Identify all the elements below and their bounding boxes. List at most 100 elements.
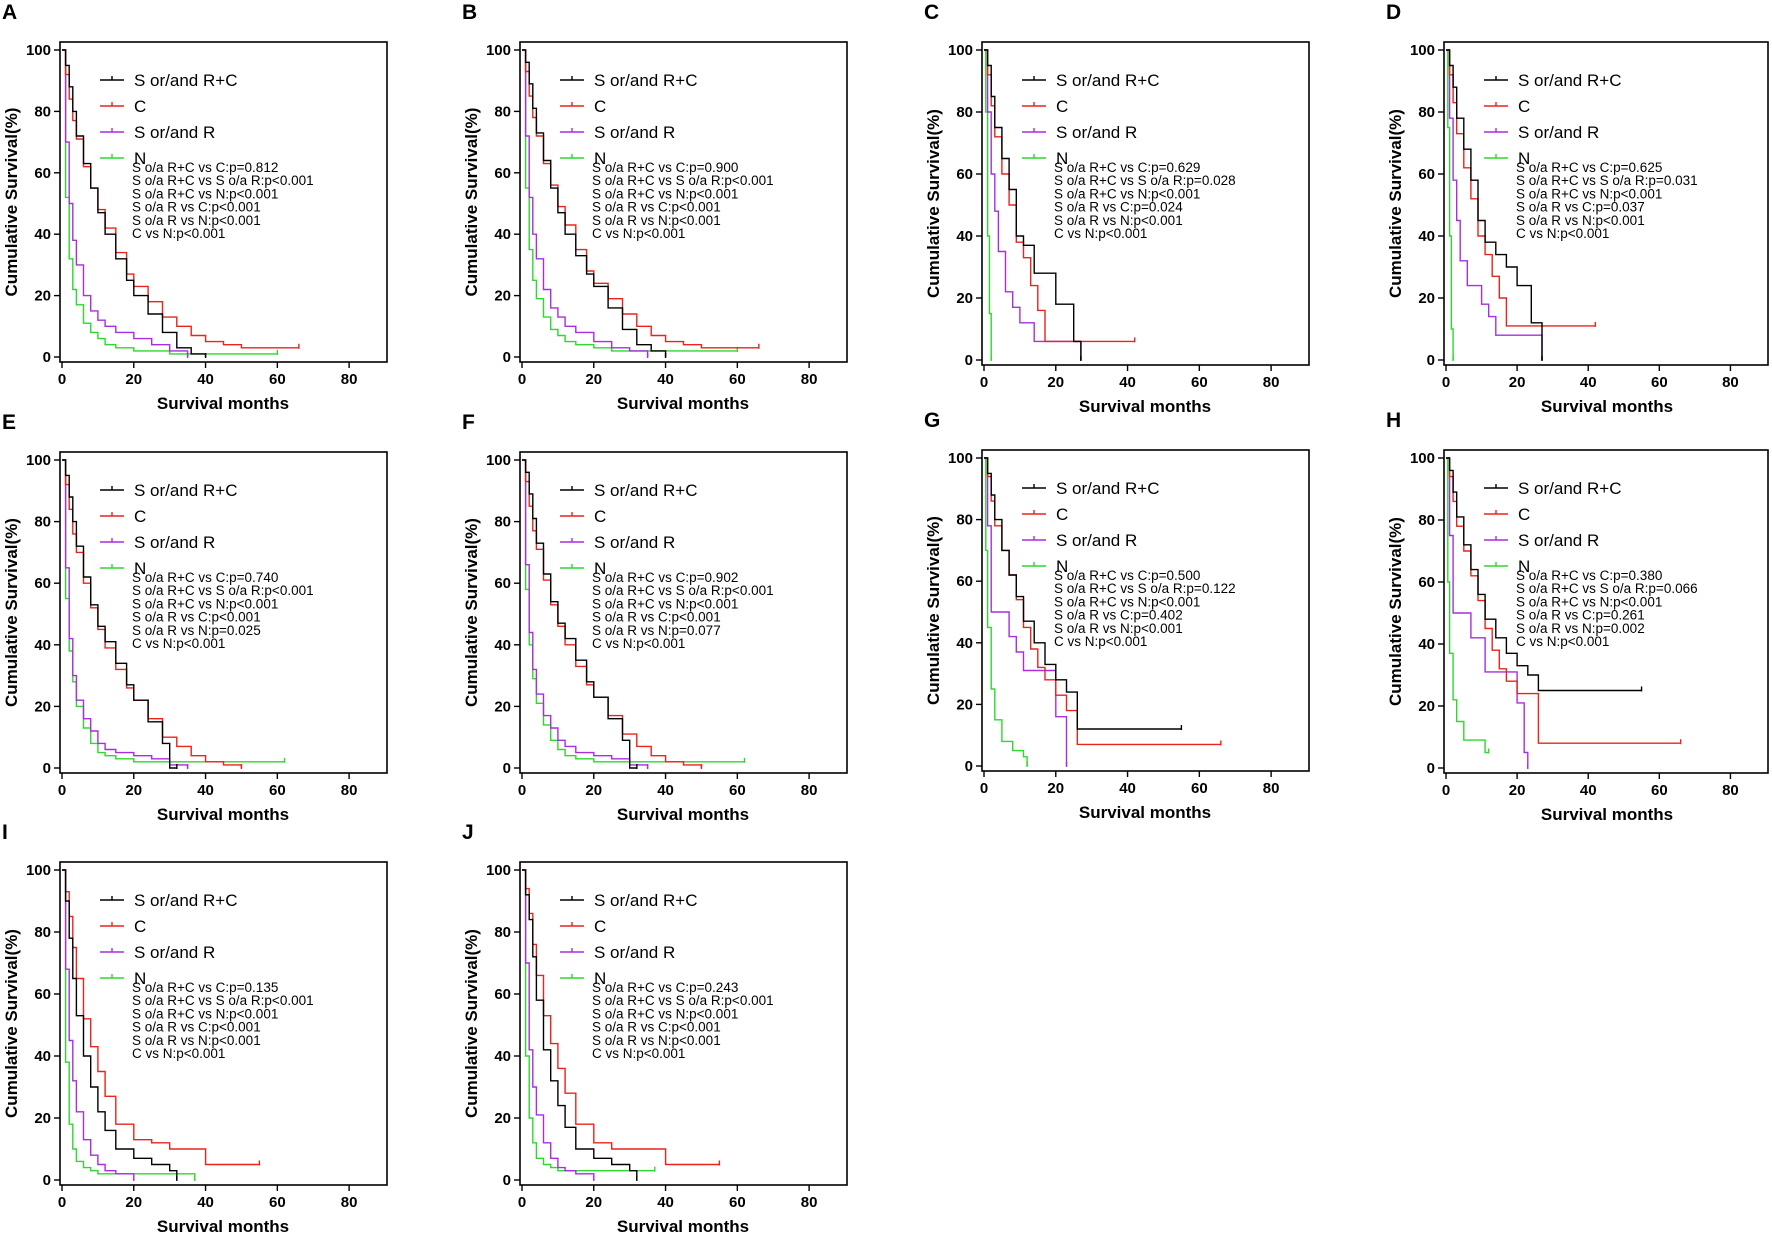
stat-annotation: S o/a R+C vs N:p<0.001 bbox=[592, 1006, 738, 1021]
y-tick-label: 0 bbox=[503, 349, 511, 366]
x-axis-label: Survival months bbox=[1541, 805, 1673, 824]
legend-label: C bbox=[594, 917, 606, 936]
stat-annotation: S o/a R+C vs S o/a R:p=0.122 bbox=[1054, 581, 1236, 596]
stat-annotation: C vs N:p<0.001 bbox=[132, 1046, 225, 1061]
x-axis-label: Survival months bbox=[1541, 397, 1673, 416]
y-tick-label: 20 bbox=[34, 698, 51, 715]
y-tick-label: 60 bbox=[494, 165, 511, 182]
series-line-s-or-and-r bbox=[522, 49, 649, 357]
stat-annotation: S o/a R vs N:p<0.001 bbox=[132, 1033, 261, 1048]
stat-annotation: S o/a R+C vs C:p=0.902 bbox=[592, 570, 738, 585]
legend-label: S or/and R+C bbox=[1056, 479, 1159, 498]
stat-annotation: S o/a R vs N:p<0.001 bbox=[592, 213, 721, 228]
y-tick-label: 80 bbox=[1418, 512, 1435, 529]
x-tick-label: 0 bbox=[58, 782, 66, 799]
stat-annotation: S o/a R+C vs S o/a R:p<0.001 bbox=[592, 583, 774, 598]
x-tick-label: 80 bbox=[801, 371, 818, 388]
x-tick-label: 80 bbox=[1263, 374, 1280, 391]
x-tick-label: 60 bbox=[729, 782, 746, 799]
x-tick-label: 20 bbox=[585, 782, 602, 799]
x-tick-label: 80 bbox=[801, 782, 818, 799]
y-axis-label: Cumulative Survival(%) bbox=[2, 518, 21, 707]
panel-letter: F bbox=[462, 411, 475, 434]
x-tick-label: 40 bbox=[1119, 780, 1136, 797]
plot-frame bbox=[59, 861, 388, 1186]
x-tick-label: 40 bbox=[657, 371, 674, 388]
panel-letter: I bbox=[2, 821, 8, 844]
stat-annotation: C vs N:p<0.001 bbox=[132, 636, 225, 651]
series-line-s-or-and-r bbox=[1446, 457, 1529, 768]
stat-annotation: S o/a R vs C:p<0.001 bbox=[132, 1020, 261, 1035]
stat-annotation: S o/a R vs C:p<0.001 bbox=[592, 200, 721, 215]
y-tick-label: 100 bbox=[26, 862, 51, 879]
legend-label: S or/and R bbox=[134, 533, 215, 552]
stat-annotation: S o/a R+C vs N:p<0.001 bbox=[1054, 186, 1200, 201]
y-tick-label: 60 bbox=[1418, 574, 1435, 591]
legend-label: N bbox=[134, 149, 146, 168]
x-tick-label: 60 bbox=[1651, 374, 1668, 391]
x-tick-label: 80 bbox=[1263, 780, 1280, 797]
series-line-s-or-and-r bbox=[62, 459, 189, 768]
stat-annotation: S o/a R+C vs S o/a R:p<0.001 bbox=[132, 173, 314, 188]
legend-label: S or/and R bbox=[1056, 123, 1137, 142]
y-axis-label: Cumulative Survival(%) bbox=[924, 516, 943, 705]
y-tick-label: 60 bbox=[494, 986, 511, 1003]
stat-annotation: S o/a R vs C:p=0.037 bbox=[1516, 200, 1645, 215]
x-axis-label: Survival months bbox=[617, 394, 749, 413]
y-tick-label: 100 bbox=[26, 42, 51, 59]
stat-annotation: S o/a R+C vs N:p<0.001 bbox=[592, 596, 738, 611]
panel-letter: A bbox=[2, 1, 17, 24]
panel-letter: E bbox=[2, 411, 16, 434]
y-tick-label: 80 bbox=[34, 514, 51, 531]
stat-annotation: S o/a R vs C:p<0.001 bbox=[592, 610, 721, 625]
x-tick-label: 60 bbox=[269, 1194, 286, 1211]
stat-annotation: S o/a R+C vs N:p<0.001 bbox=[592, 186, 738, 201]
y-tick-label: 100 bbox=[948, 450, 973, 467]
panel-letter: D bbox=[1386, 1, 1401, 24]
stat-annotation: S o/a R+C vs N:p<0.001 bbox=[1516, 186, 1662, 201]
stat-annotation: C vs N:p<0.001 bbox=[1054, 226, 1147, 241]
panel-letter: J bbox=[462, 821, 474, 844]
y-axis-label: Cumulative Survival(%) bbox=[462, 108, 481, 297]
y-tick-label: 80 bbox=[956, 104, 973, 121]
legend-label: C bbox=[1518, 97, 1530, 116]
legend-label: C bbox=[594, 507, 606, 526]
x-tick-label: 40 bbox=[1580, 374, 1597, 391]
x-tick-label: 40 bbox=[197, 1194, 214, 1211]
series-line-s-or-and-r-c bbox=[62, 49, 207, 357]
legend-label: S or/and R bbox=[134, 943, 215, 962]
panel-d: D 0 20 40 60 80 100 0 20 40 60 80 Survival months Cum… bbox=[1386, 1, 1769, 416]
legend-label: S or/and R bbox=[594, 533, 675, 552]
stat-annotation: S o/a R vs N:p<0.001 bbox=[1054, 621, 1183, 636]
y-tick-label: 80 bbox=[34, 924, 51, 941]
y-tick-label: 20 bbox=[34, 288, 51, 305]
legend-label: N bbox=[1518, 149, 1530, 168]
x-tick-label: 0 bbox=[58, 1194, 66, 1211]
legend-label: S or/and R+C bbox=[134, 891, 237, 910]
stat-annotation: S o/a R+C vs N:p<0.001 bbox=[132, 596, 278, 611]
legend-label: N bbox=[1056, 149, 1068, 168]
y-tick-label: 40 bbox=[1418, 636, 1435, 653]
y-tick-label: 60 bbox=[1418, 166, 1435, 183]
y-tick-label: 40 bbox=[494, 226, 511, 243]
series-line-s-or-and-r bbox=[522, 869, 595, 1180]
x-axis-label: Survival months bbox=[617, 1217, 749, 1236]
legend-label: N bbox=[1518, 557, 1530, 576]
x-axis-label: Survival months bbox=[157, 805, 289, 824]
y-axis-label: Cumulative Survival(%) bbox=[1386, 517, 1405, 706]
series-line-c bbox=[62, 869, 260, 1166]
stat-annotation: C vs N:p<0.001 bbox=[132, 226, 225, 241]
y-tick-label: 80 bbox=[1418, 104, 1435, 121]
x-tick-label: 60 bbox=[269, 371, 286, 388]
series-line-n bbox=[1446, 49, 1454, 360]
legend-label: S or/and R+C bbox=[1518, 71, 1621, 90]
plot-frame bbox=[981, 449, 1310, 772]
series-line-s-or-and-r-c bbox=[1446, 457, 1642, 692]
x-tick-label: 80 bbox=[341, 371, 358, 388]
y-tick-label: 20 bbox=[34, 1110, 51, 1127]
series-line-n bbox=[1446, 457, 1489, 754]
legend-label: S or/and R bbox=[1518, 531, 1599, 550]
stat-annotation: C vs N:p<0.001 bbox=[1054, 634, 1147, 649]
stat-annotation: S o/a R+C vs C:p=0.740 bbox=[132, 570, 278, 585]
series-line-c bbox=[1446, 49, 1596, 327]
